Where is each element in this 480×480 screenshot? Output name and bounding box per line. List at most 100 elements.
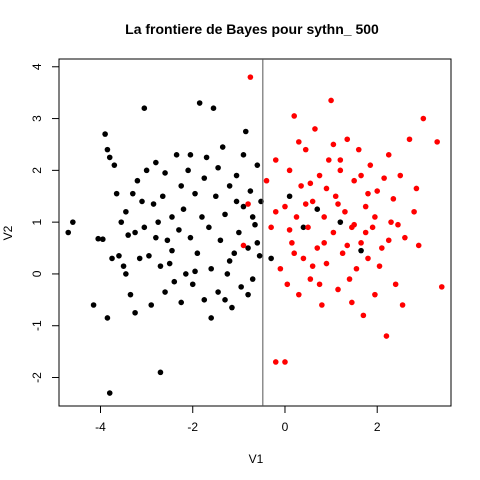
data-point xyxy=(367,162,374,168)
data-point xyxy=(245,291,251,298)
y-tick-label: -2 xyxy=(30,372,44,383)
data-point xyxy=(358,240,364,246)
data-point xyxy=(282,359,288,365)
data-point xyxy=(314,206,321,212)
data-point xyxy=(316,172,323,179)
plot-frame xyxy=(58,58,452,407)
data-point xyxy=(296,139,302,145)
data-point xyxy=(282,203,288,210)
data-point xyxy=(305,224,311,231)
x-tick-label: -2 xyxy=(187,420,198,434)
y-axis-label: V2 xyxy=(1,225,15,240)
data-point xyxy=(360,312,367,319)
data-point xyxy=(215,164,221,171)
data-point xyxy=(263,177,270,184)
data-point xyxy=(344,136,351,143)
data-point xyxy=(159,193,166,200)
data-point xyxy=(162,170,168,176)
data-point xyxy=(141,105,148,112)
data-point xyxy=(238,284,244,290)
data-point xyxy=(111,162,118,168)
data-point xyxy=(420,115,427,122)
data-point xyxy=(123,271,129,277)
data-point xyxy=(247,74,254,80)
data-point xyxy=(286,167,293,174)
data-point xyxy=(187,234,194,241)
data-point xyxy=(113,190,120,197)
chart-title: La frontiere de Bayes pour sythn_ 500 xyxy=(125,21,379,37)
data-point xyxy=(153,159,159,166)
data-point xyxy=(383,333,390,339)
data-point xyxy=(284,281,291,288)
data-point xyxy=(397,172,404,179)
data-point xyxy=(268,255,274,262)
data-point xyxy=(438,284,445,290)
data-point xyxy=(226,183,233,189)
data-point xyxy=(150,201,157,207)
data-point xyxy=(192,190,198,197)
data-point xyxy=(307,276,314,282)
data-point xyxy=(176,227,182,233)
data-point xyxy=(245,245,251,251)
data-point xyxy=(365,255,371,262)
data-point xyxy=(277,265,284,272)
data-point xyxy=(321,214,327,220)
data-point xyxy=(201,175,208,181)
data-point xyxy=(178,183,185,189)
data-point xyxy=(169,247,175,254)
data-point xyxy=(323,260,330,267)
y-tick-label: 2 xyxy=(30,167,44,174)
data-point xyxy=(374,188,381,194)
data-point xyxy=(399,302,406,308)
data-point xyxy=(247,188,254,194)
data-point xyxy=(201,297,208,303)
data-point xyxy=(106,154,113,161)
data-point xyxy=(127,291,134,298)
data-point xyxy=(157,369,164,376)
data-point xyxy=(272,359,279,365)
data-point xyxy=(143,167,150,174)
data-point xyxy=(390,196,397,202)
data-point xyxy=(90,302,97,308)
data-point xyxy=(166,260,173,267)
data-point xyxy=(192,268,198,275)
data-point xyxy=(415,242,422,249)
data-point xyxy=(106,390,113,396)
data-point xyxy=(254,240,261,246)
data-point xyxy=(314,245,321,251)
data-point xyxy=(233,198,240,205)
data-point xyxy=(362,229,369,236)
data-point xyxy=(146,253,152,259)
data-point xyxy=(123,208,129,215)
data-point xyxy=(70,219,76,225)
data-point xyxy=(171,278,178,285)
data-point xyxy=(252,221,258,228)
data-point xyxy=(325,157,332,163)
data-point xyxy=(125,232,131,238)
x-axis-label: V1 xyxy=(249,452,264,466)
data-point xyxy=(376,263,383,269)
data-point xyxy=(358,172,364,179)
data-point xyxy=(104,315,111,321)
data-point xyxy=(120,263,127,269)
data-point xyxy=(129,190,136,197)
data-point xyxy=(351,177,357,184)
data-point xyxy=(372,291,378,298)
data-point xyxy=(323,185,330,192)
data-point xyxy=(291,113,298,119)
data-point xyxy=(102,131,108,137)
data-point xyxy=(222,297,228,303)
data-point xyxy=(116,253,122,259)
data-point xyxy=(173,152,180,158)
data-point xyxy=(208,265,214,272)
data-point xyxy=(187,152,194,158)
data-point xyxy=(309,263,316,269)
data-point xyxy=(300,255,307,262)
data-point xyxy=(413,185,420,192)
data-point xyxy=(231,250,238,257)
data-point xyxy=(286,227,293,233)
data-point xyxy=(217,237,224,244)
data-point xyxy=(355,146,362,153)
data-point xyxy=(344,242,351,249)
data-point xyxy=(335,286,341,293)
